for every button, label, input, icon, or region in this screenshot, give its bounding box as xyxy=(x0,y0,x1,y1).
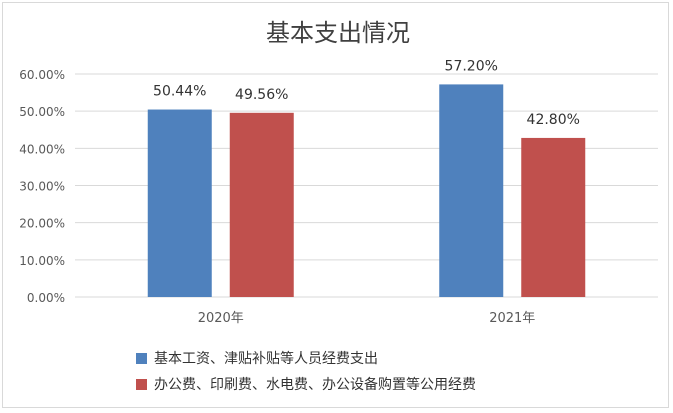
bar-public-funds-2 xyxy=(521,137,586,297)
y-tick-label: 10.00% xyxy=(19,254,65,268)
y-tick-label: 20.00% xyxy=(19,217,65,231)
legend-item-public-funds: 办公费、印刷费、水电费、办公设备购置等公用经费 xyxy=(136,371,476,397)
bar-personnel-1 xyxy=(147,109,212,297)
bars xyxy=(147,84,586,297)
data-label: 57.20% xyxy=(445,58,498,74)
y-tick-label: 60.00% xyxy=(19,68,65,82)
bar-chart: 基本支出情况 0.00% 10.00% 20.00% 30.00% 40.00% 50.0… xyxy=(19,19,658,326)
y-tick-label: 50.00% xyxy=(19,105,65,119)
chart-title: 基本支出情况 xyxy=(266,19,410,47)
data-label: 50.44% xyxy=(153,84,206,100)
data-labels: 50.44% 49.56% 57.20% 42.80% xyxy=(153,58,580,128)
y-axis-tick-labels: 0.00% 10.00% 20.00% 30.00% 40.00% 50.00% 60.00… xyxy=(19,68,65,305)
y-tick-label: 30.00% xyxy=(19,180,65,194)
y-tick-label: 0.00% xyxy=(27,291,65,305)
legend-label-public-funds: 办公费、印刷费、水电费、办公设备购置等公用经费 xyxy=(154,377,476,393)
legend-swatch-personnel xyxy=(136,352,147,364)
data-label: 49.56% xyxy=(235,87,288,103)
x-tick-label: 2021年 xyxy=(489,311,535,326)
bar-public-funds-1 xyxy=(229,112,294,297)
data-label: 42.80% xyxy=(527,112,580,128)
y-tick-label: 40.00% xyxy=(19,142,65,156)
chart-frame: 基本支出情况 0.00% 10.00% 20.00% 30.00% 40.00% 50.0… xyxy=(2,2,669,408)
x-tick-label: 2020年 xyxy=(198,311,244,326)
legend-swatch-public-funds xyxy=(136,378,147,390)
legend-item-personnel: 基本工资、津贴补贴等人员经费支出 xyxy=(136,345,476,371)
legend: 基本工资、津贴补贴等人员经费支出 办公费、印刷费、水电费、办公设备购置等公用经费 xyxy=(136,345,476,397)
x-axis-tick-labels: 2020年 2021年 xyxy=(198,311,536,326)
bar-personnel-2 xyxy=(439,84,504,297)
legend-label-personnel: 基本工资、津贴补贴等人员经费支出 xyxy=(154,351,378,367)
